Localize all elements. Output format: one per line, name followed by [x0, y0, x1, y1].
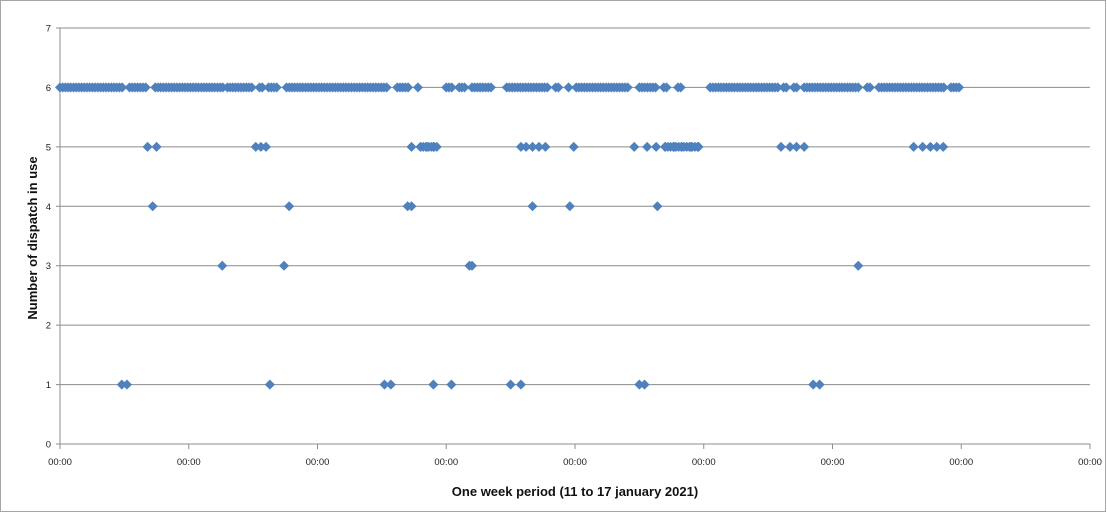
axes: [56, 27, 1091, 449]
y-tick-label: 2: [46, 321, 51, 332]
y-tick-label: 7: [46, 24, 51, 35]
data-point: [650, 82, 661, 93]
data-point: [151, 141, 162, 152]
data-point: [271, 82, 282, 93]
y-tick-label: 1: [46, 380, 51, 391]
data-point: [791, 82, 802, 93]
data-points: [54, 82, 965, 390]
y-tick-label: 3: [46, 261, 51, 272]
y-tick-label: 4: [46, 202, 51, 213]
data-point: [938, 141, 949, 152]
data-point: [639, 379, 650, 390]
x-tick-label: 00:00: [821, 457, 845, 468]
x-tick-labels: 00:00 00:00 00:00 00:00 00:00 00:00 00:00 00:00…: [48, 457, 1102, 468]
data-point: [938, 82, 949, 93]
data-point: [279, 260, 290, 271]
data-point: [527, 201, 538, 212]
data-point: [406, 141, 417, 152]
data-point: [406, 201, 417, 212]
y-tick-labels: 0 1 2 3 4 5 6 7: [46, 24, 51, 451]
data-point: [692, 141, 703, 152]
data-point: [428, 379, 439, 390]
y-axis-title: Number of dispatch in use: [25, 156, 40, 319]
data-point: [781, 82, 792, 93]
data-point: [459, 82, 470, 93]
data-point: [381, 82, 392, 93]
data-point: [553, 82, 564, 93]
data-point: [485, 82, 496, 93]
data-point: [853, 82, 864, 93]
data-point: [791, 141, 802, 152]
data-point: [246, 82, 257, 93]
data-point: [908, 141, 919, 152]
x-tick-label: 00:00: [48, 457, 72, 468]
data-point: [661, 82, 672, 93]
data-point: [629, 141, 640, 152]
x-tick-label: 00:00: [563, 457, 587, 468]
y-tick-label: 5: [46, 142, 51, 153]
x-tick-label: 00:00: [692, 457, 716, 468]
data-point: [117, 82, 128, 93]
data-point: [284, 201, 295, 212]
data-point: [775, 141, 787, 152]
data-point: [652, 201, 663, 212]
y-tick-label: 0: [46, 440, 51, 451]
data-point: [542, 82, 553, 93]
data-point: [412, 82, 423, 93]
data-point: [515, 379, 526, 390]
data-point: [564, 201, 575, 212]
data-point: [466, 260, 478, 271]
data-point: [385, 379, 396, 390]
data-point: [446, 379, 457, 390]
data-point: [568, 141, 579, 152]
y-tick-label: 6: [46, 83, 51, 94]
data-point: [675, 82, 686, 93]
data-point: [954, 82, 965, 93]
x-axis-title: One week period (11 to 17 january 2021): [452, 484, 698, 499]
data-point: [540, 141, 551, 152]
data-point: [642, 141, 653, 152]
data-point: [563, 82, 574, 93]
x-tick-label: 00:00: [306, 457, 330, 468]
data-point: [864, 82, 875, 93]
x-tick-label: 00:00: [434, 457, 458, 468]
x-tick-label: 00:00: [1078, 457, 1102, 468]
x-tick-label: 00:00: [177, 457, 201, 468]
data-point: [853, 260, 864, 271]
data-point: [260, 141, 272, 152]
data-point: [622, 82, 633, 93]
data-point: [799, 141, 810, 152]
data-point: [121, 379, 132, 390]
data-point: [147, 201, 158, 212]
data-point: [917, 141, 928, 152]
data-point: [446, 82, 457, 93]
x-tick-label: 00:00: [949, 457, 973, 468]
data-point: [264, 379, 275, 390]
data-point: [431, 141, 442, 152]
data-point: [651, 141, 662, 152]
data-point: [814, 379, 825, 390]
data-point: [142, 141, 153, 152]
data-point: [403, 82, 414, 93]
data-point: [217, 260, 228, 271]
data-point: [505, 379, 516, 390]
data-point: [140, 82, 151, 93]
